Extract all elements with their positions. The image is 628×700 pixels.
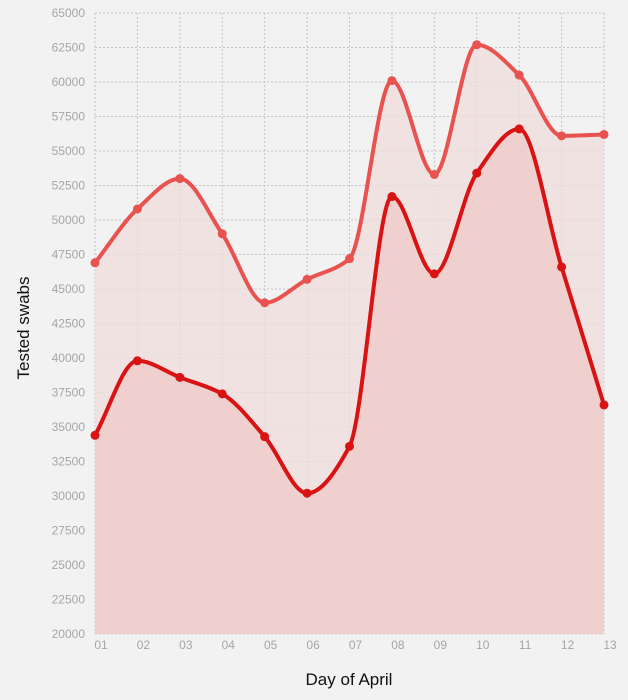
series-1-point[interactable] [217,229,227,239]
y-tick-label: 57500 [52,110,86,124]
x-tick-label: 10 [476,638,490,652]
y-tick-label: 25000 [52,558,86,572]
y-tick-label: 20000 [52,627,86,641]
series-2-point[interactable] [217,389,227,399]
series-2-point[interactable] [514,124,524,134]
series-2-point[interactable] [599,400,609,410]
y-tick-label: 32500 [52,455,86,469]
y-tick-labels: 20000 22500 25000 27500 30000 32500 35000 37500… [52,6,86,641]
x-tick-label: 02 [137,638,151,652]
x-tick-labels: 01 02 03 04 05 06 07 08 09 10 11 12 13 [94,638,617,652]
series-1-point[interactable] [132,204,142,214]
series-1-point[interactable] [90,258,100,268]
series-1-point[interactable] [599,129,609,139]
series-2-line [93,126,606,496]
x-tick-label: 09 [434,638,448,652]
y-tick-label: 60000 [52,75,86,89]
series-1-point[interactable] [514,70,524,80]
x-axis-title: Day of April [306,670,393,689]
series-1-point[interactable] [472,40,482,50]
x-tick-label: 11 [519,638,532,652]
y-tick-label: 52500 [52,179,86,193]
x-tick-label: 08 [391,638,405,652]
series-1-line [93,42,606,305]
x-tick-label: 03 [179,638,193,652]
y-tick-label: 30000 [52,489,86,503]
y-tick-label: 37500 [52,386,86,400]
x-tick-label: 04 [222,638,236,652]
y-tick-label: 47500 [52,248,86,262]
series-1-point[interactable] [557,131,567,141]
data-points [90,40,609,498]
y-tick-label: 35000 [52,420,86,434]
y-tick-label: 27500 [52,524,86,538]
series-1-point[interactable] [345,254,354,264]
x-tick-label: 07 [349,638,363,652]
series-1-point[interactable] [387,76,397,86]
series-2-point[interactable] [260,432,270,442]
x-tick-label: 05 [264,638,278,652]
series-1-point[interactable] [260,298,270,308]
y-tick-label: 40000 [52,351,86,365]
y-tick-label: 45000 [52,282,86,296]
series-lines [93,42,606,496]
series-2-point[interactable] [345,441,354,451]
y-tick-label: 22500 [52,593,86,607]
y-axis-title: Tested swabs [14,277,33,380]
x-tick-label: 13 [603,638,617,652]
series-2-point[interactable] [387,192,397,202]
series-1-point[interactable] [429,169,439,179]
x-tick-label: 06 [306,638,320,652]
series-2-point[interactable] [132,356,142,366]
area-fills [95,44,604,635]
y-tick-label: 62500 [52,41,86,55]
series-2-area [95,128,604,635]
x-tick-label: 12 [561,638,575,652]
y-tick-label: 55000 [52,144,86,158]
series-2-point[interactable] [175,372,185,382]
series-2-point[interactable] [302,488,312,498]
series-1-point[interactable] [175,174,185,184]
y-tick-label: 50000 [52,213,86,227]
y-tick-label: 65000 [52,6,86,20]
series-2-point[interactable] [429,269,439,279]
series-1-point[interactable] [302,274,312,284]
series-2-point[interactable] [90,430,100,440]
x-tick-label: 01 [94,638,108,652]
series-2-point[interactable] [472,168,482,178]
series-2-point[interactable] [557,262,567,272]
y-tick-label: 42500 [52,317,86,331]
